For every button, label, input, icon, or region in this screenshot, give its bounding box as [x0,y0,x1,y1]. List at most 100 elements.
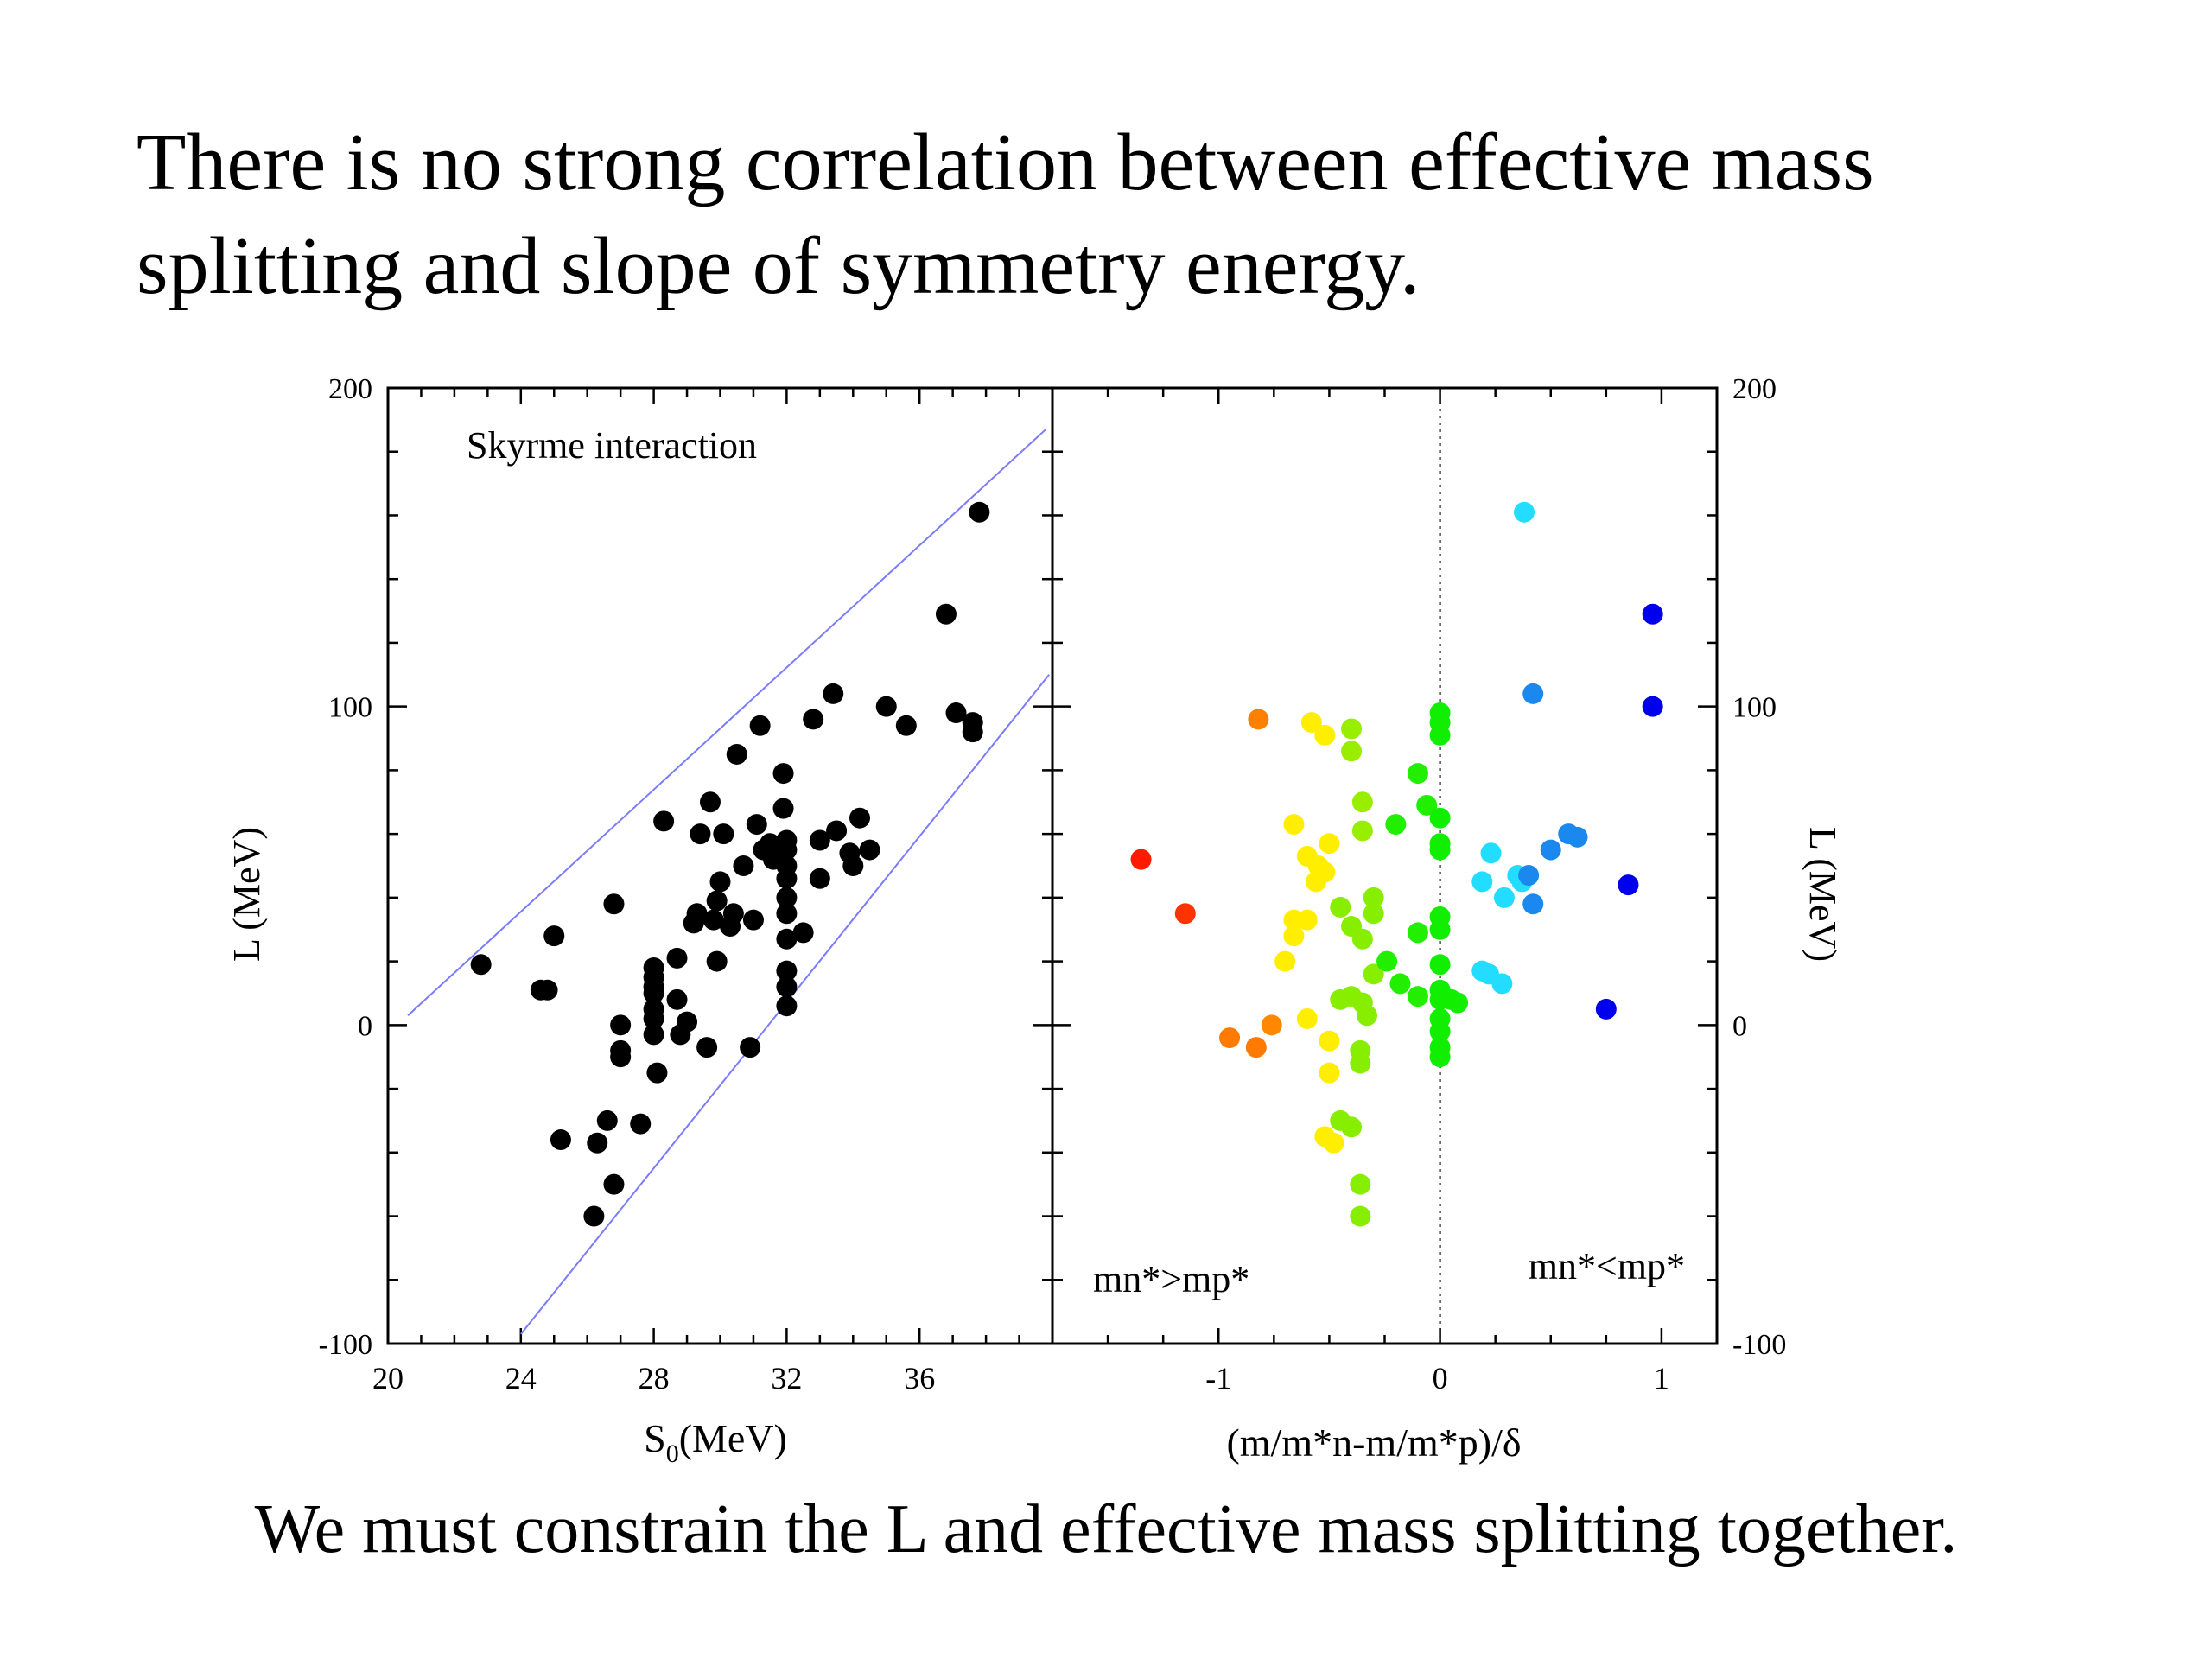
right-data-point [1350,1205,1371,1227]
right-data-point [1363,963,1384,985]
left-data-point [826,820,848,842]
left-data-point [772,763,794,785]
right-data-point [1429,807,1451,829]
right-data-point [1306,871,1327,893]
left-y-tick-label: 200 [328,373,372,405]
right-data-point [1319,1062,1340,1084]
right-data-point [1429,724,1451,746]
left-data-point [643,1007,664,1029]
right-annotation-mn-lt-mp: mn*<mp* [1529,1245,1685,1287]
slide-title-line-1: There is no strong correlation between e… [137,118,1874,207]
left-bound-line-1 [407,429,1046,1017]
right-data-point [1351,820,1373,842]
left-data-point [603,893,625,915]
right-data-point [1363,887,1384,908]
right-data-point [1493,887,1515,908]
right-data-point [1407,763,1428,785]
right-data-point [1595,998,1617,1020]
right-y-tick-label: 0 [1732,1010,1747,1042]
right-data-point [1341,741,1363,762]
left-data-point [610,1046,632,1068]
right-data-point [1447,992,1469,1014]
left-data-point [760,833,781,855]
right-data-point [1350,1173,1371,1195]
left-panel: 20 24 28 32 36 -100 0 100 200 [319,373,1054,1395]
right-data-point [1480,842,1502,864]
right-data-point [1319,833,1340,855]
right-data-point [1261,1014,1282,1036]
right-data-point [1319,1030,1340,1052]
left-x-label-main: S [644,1416,666,1460]
left-y-tick-label: -100 [319,1329,372,1361]
left-data-point [772,798,794,819]
slide-footer: We must constrain the L and effective ma… [254,1491,1958,1567]
right-data-point [1522,893,1544,915]
right-data-point [1283,925,1305,947]
right-x-tick-label: 1 [1654,1361,1669,1395]
left-data-point [776,960,798,982]
left-x-tick-label: 32 [771,1361,802,1395]
left-data-point [643,1024,664,1046]
right-panel: -1 0 1 -100 0 100 200 [1051,373,1786,1395]
right-data-point [1642,696,1663,717]
left-data-point [776,903,798,925]
right-data-point [1429,1020,1451,1042]
right-data-point [1174,903,1196,925]
left-data-point [630,1113,652,1135]
left-x-tick-label: 36 [904,1361,935,1395]
right-frame [1051,386,1719,1345]
left-data-point [809,830,830,851]
left-y-tick-label: 0 [358,1010,372,1042]
left-data-point [776,839,798,861]
left-data-point [935,603,957,625]
right-data-point [1330,896,1351,918]
right-data-point [1385,814,1407,836]
left-frame [386,386,1054,1345]
left-x-label-unit: (MeV) [679,1416,787,1460]
left-data-point [776,887,798,908]
left-data-point [726,743,747,765]
right-y-tick-label: 200 [1732,373,1777,405]
right-data-point [1296,1007,1318,1029]
left-data-point [603,1173,625,1195]
left-data-point [706,950,728,972]
left-data-point [792,922,814,944]
left-data-point [690,823,711,845]
left-data-point [596,1109,618,1131]
left-data-point [706,890,728,912]
left-data-point [842,855,864,876]
right-data-point [1351,791,1373,813]
left-data-point [733,855,754,876]
left-y-tick-label: 100 [328,692,372,724]
right-x-tick-label: 0 [1433,1361,1448,1395]
right-data-point [1389,973,1411,995]
left-data-point [742,909,764,931]
left-data-point [583,1205,605,1227]
right-data-point [1314,724,1336,746]
left-data-point [823,683,844,704]
left-data-point [746,814,767,836]
left-data-point [696,1037,718,1058]
left-data-point [749,715,771,736]
right-data-point [1416,794,1438,816]
left-data-point [646,1062,668,1084]
right-data-point [1341,718,1363,740]
right-data-point [1407,922,1428,944]
right-data-point [1274,950,1296,972]
left-data-point [969,501,990,523]
right-x-axis-label: (m/m*n-m/m*p)/δ [1226,1421,1521,1465]
right-data-point [1356,1005,1377,1027]
left-data-point [653,810,675,832]
left-data-point [587,1132,608,1154]
right-data-point [1376,950,1398,972]
right-data-point [1567,826,1588,848]
right-data-point [1429,839,1451,861]
left-data-point [803,709,824,730]
left-x-label-sub: 0 [666,1440,679,1468]
right-y-axis-label: L (MeV) [1802,827,1844,962]
left-data-point [702,909,724,931]
left-data-point [962,721,983,743]
left-data-point [543,925,565,947]
right-data-point [1642,603,1663,625]
left-data-point [740,1037,761,1058]
